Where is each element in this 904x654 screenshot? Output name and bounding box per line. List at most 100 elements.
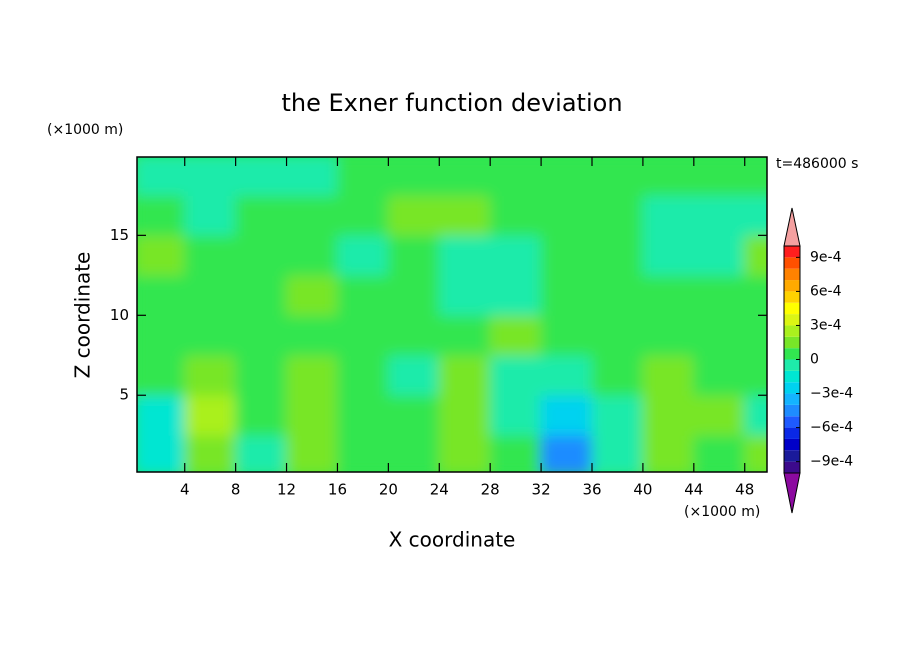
x-tick-label: 48 [735,481,754,499]
field-cell [184,234,237,276]
field-cell [137,234,186,276]
field-cell [744,274,767,316]
field-cell [693,157,746,196]
field-cell [591,274,644,316]
field-cell [693,234,746,276]
x-tick-label: 40 [633,481,652,499]
field-cell [489,234,542,276]
field [137,157,767,472]
field-cell [336,194,389,236]
field-cell [744,157,767,196]
colorbar-bin [784,427,800,439]
x-tick-label: 20 [379,481,398,499]
field-cell [387,157,440,196]
colorbar-tick-label: 3e-4 [810,317,842,333]
colorbar-bin [784,359,800,371]
chart-title: the Exner function deviation [281,89,622,117]
field-cell [336,234,389,276]
field-cell [642,234,695,276]
colorbar-bin [784,404,800,417]
field-cell [286,274,338,316]
field-cell [489,354,542,396]
y-tick-label: 15 [110,226,129,244]
field-cell [184,314,237,356]
field-cell [438,194,491,236]
field-cell [489,274,542,316]
colorbar-bin [784,325,800,337]
field-cell [642,434,695,472]
field-cell [591,394,644,436]
colorbar-tick-label: 0 [810,352,819,368]
field-cell [591,194,644,236]
colorbar-bin [784,336,800,349]
field-cell [693,314,746,356]
field-cell [438,434,491,472]
field-cell [540,194,593,236]
field-cell [336,394,389,436]
field-cell [336,434,389,472]
field-cell [438,394,491,436]
field-cell [642,157,695,196]
field-cell [642,274,695,316]
field-cell [286,314,338,356]
field-cell [286,394,338,436]
field-cell [184,394,237,436]
field-cell [744,434,767,472]
colorbar-bin [784,314,800,326]
field-cell [693,354,746,396]
field-cell [693,434,746,472]
colorbar-tick-label: 6e-4 [810,283,842,299]
field-cell [744,314,767,356]
field-cell [744,234,767,276]
field-cell [336,274,389,316]
field-cell [642,354,695,396]
field-cell [286,434,338,472]
x-tick-label: 24 [430,481,449,499]
colorbar-bin [784,257,800,269]
colorbar-tick-label: −3e-4 [810,386,853,402]
field-cell [540,234,593,276]
field-cell [642,314,695,356]
y-unit: (×1000 m) [47,122,123,138]
field-cell [235,234,288,276]
y-tick-label: 10 [110,306,129,324]
field-cell [235,314,288,356]
field-cell [744,194,767,236]
field-cell [438,314,491,356]
field-cell [235,394,288,436]
field-cell [235,354,288,396]
colorbar-bin [784,302,800,315]
colorbar-bin [784,246,800,258]
field-cell [489,157,542,196]
field-cell [137,274,186,316]
x-tick-label: 8 [231,481,241,499]
field-cell [642,194,695,236]
colorbar-bin [784,291,800,303]
field-cell [184,194,237,236]
field-cell [693,394,746,436]
field-cell [137,157,186,196]
field-cell [387,314,440,356]
field-cell [137,434,186,472]
y-tick-label: 5 [119,386,129,404]
colorbar-under [783,472,801,514]
colorbar-bin [784,416,800,428]
field-cell [387,434,440,472]
field-cell [137,394,186,436]
field-cell [744,354,767,396]
field-cell [286,354,338,396]
field-cell [336,314,389,356]
field-cell [438,274,491,316]
field-cell [591,157,644,196]
field-cell [235,434,288,472]
field-cell [540,314,593,356]
colorbar-tick-label: 9e-4 [810,249,842,265]
field-cell [489,314,542,356]
field-cell [235,157,288,196]
field-cell [591,434,644,472]
field-cell [693,194,746,236]
x-tick-label: 12 [277,481,296,499]
colorbar-bin [784,438,800,451]
colorbar-bin [784,370,800,383]
field-cell [336,354,389,396]
